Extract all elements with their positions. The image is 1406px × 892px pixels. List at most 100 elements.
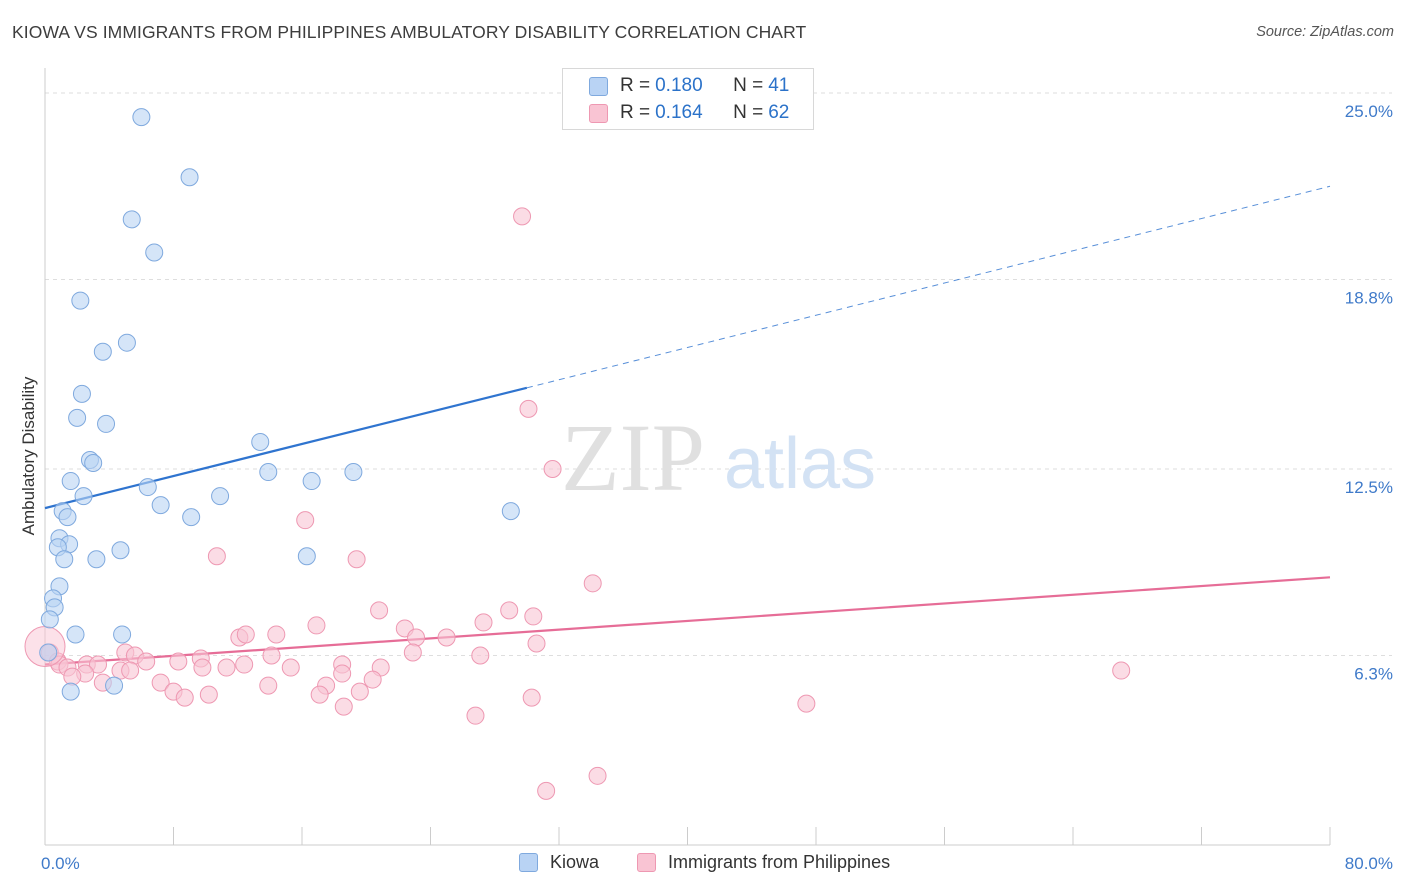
philippines-point bbox=[193, 658, 212, 677]
watermark-zip: ZIP bbox=[561, 404, 705, 511]
grid-lines bbox=[45, 92, 1392, 657]
legend-r-label: R = bbox=[620, 102, 651, 123]
philippines-point bbox=[527, 634, 546, 653]
kiowa-point bbox=[74, 487, 93, 506]
legend-n-value: 62 bbox=[768, 102, 790, 123]
kiowa-point bbox=[84, 454, 103, 473]
philippines-point bbox=[500, 601, 519, 620]
kiowa-point bbox=[72, 384, 91, 403]
kiowa-point bbox=[58, 508, 77, 527]
kiowa-point bbox=[71, 291, 90, 310]
philippines-point bbox=[363, 670, 382, 689]
kiowa-point bbox=[105, 676, 124, 695]
bottom-legend-label-kiowa: Kiowa bbox=[550, 852, 600, 872]
kiowa-point bbox=[138, 478, 157, 497]
philippines-point bbox=[89, 655, 108, 674]
philippines-point bbox=[797, 694, 816, 713]
tick-labels: 6.3% 12.5% 18.8% 25.0% 0.0% 80.0% bbox=[41, 102, 1393, 873]
y-tick-label: 18.8% bbox=[1345, 289, 1393, 308]
kiowa-point bbox=[111, 541, 130, 560]
philippines-point bbox=[403, 643, 422, 662]
kiowa-point bbox=[61, 472, 80, 491]
philippines-point bbox=[1112, 661, 1131, 680]
kiowa-point bbox=[40, 610, 59, 629]
kiowa-point bbox=[122, 210, 141, 229]
kiowa-point bbox=[182, 508, 201, 527]
philippines-point bbox=[333, 664, 352, 683]
chart-title: KIOWA VS IMMIGRANTS FROM PHILIPPINES AMB… bbox=[12, 22, 807, 42]
philippines-point bbox=[207, 547, 226, 566]
x-tick-label: 0.0% bbox=[41, 854, 80, 873]
kiowa-trend-line bbox=[44, 386, 528, 510]
kiowa-point bbox=[297, 547, 316, 566]
philippines-point bbox=[281, 658, 300, 677]
philippines-point bbox=[522, 688, 541, 707]
philippines-point bbox=[175, 688, 194, 707]
watermark: ZIP atlas bbox=[561, 404, 876, 511]
kiowa-point bbox=[302, 472, 321, 491]
philippines-point bbox=[519, 399, 538, 418]
philippines-point bbox=[588, 766, 607, 785]
philippines-point bbox=[334, 697, 353, 716]
legend-swatch-philippines bbox=[589, 103, 608, 123]
legend-r-value: 0.164 bbox=[655, 102, 703, 123]
philippines-trend-line bbox=[44, 576, 1331, 666]
philippines-point bbox=[296, 511, 315, 530]
philippines-point bbox=[543, 460, 562, 479]
philippines-point bbox=[537, 781, 556, 800]
philippines-point bbox=[471, 646, 490, 665]
y-tick-label: 6.3% bbox=[1354, 665, 1393, 684]
kiowa-point bbox=[251, 432, 270, 451]
legend-row-philippines: R = 0.164 N = 62 bbox=[589, 100, 789, 126]
philippines-point bbox=[583, 574, 602, 593]
philippines-point bbox=[235, 655, 254, 674]
philippines-point bbox=[151, 673, 170, 692]
legend-n-value: 41 bbox=[768, 75, 790, 96]
philippines-point bbox=[474, 613, 493, 632]
philippines-point bbox=[137, 652, 156, 671]
philippines-point bbox=[307, 616, 326, 635]
philippines-point bbox=[262, 646, 281, 665]
kiowa-point bbox=[97, 414, 116, 433]
legend-r-value: 0.180 bbox=[655, 75, 703, 96]
legend-row-kiowa: R = 0.180 N = 41 bbox=[589, 73, 789, 99]
kiowa-trend-extension bbox=[526, 185, 1331, 389]
kiowa-point bbox=[68, 408, 87, 427]
kiowa-point bbox=[211, 487, 230, 506]
philippines-point bbox=[513, 207, 532, 226]
y-tick-label: 12.5% bbox=[1345, 478, 1393, 497]
trend-lines bbox=[44, 185, 1331, 666]
kiowa-point bbox=[113, 625, 132, 644]
philippines-point bbox=[310, 685, 329, 704]
bottom-legend-swatch-philippines bbox=[637, 853, 656, 872]
y-axis-label: Ambulatory Disability bbox=[19, 376, 38, 535]
philippines-point bbox=[437, 628, 456, 647]
philippines-point bbox=[407, 628, 426, 647]
philippines-point bbox=[121, 661, 140, 680]
kiowa-point bbox=[61, 682, 80, 701]
philippines-point bbox=[347, 550, 366, 569]
bottom-legend-kiowa: Kiowa bbox=[519, 852, 599, 873]
kiowa-point bbox=[66, 625, 85, 644]
legend-r-label: R = bbox=[620, 75, 651, 96]
kiowa-point bbox=[145, 243, 164, 262]
legend: R = 0.180 N = 41 R = 0.164 N = 62 bbox=[562, 68, 814, 130]
kiowa-point bbox=[132, 108, 151, 127]
kiowa-point bbox=[501, 502, 520, 521]
philippines-point bbox=[350, 682, 369, 701]
kiowa-point bbox=[117, 333, 136, 352]
kiowa-point bbox=[151, 496, 170, 515]
bottom-legend-label-philippines: Immigrants from Philippines bbox=[668, 852, 891, 872]
kiowa-point bbox=[344, 463, 363, 482]
philippines-point bbox=[466, 706, 485, 725]
philippines-point bbox=[236, 625, 255, 644]
bottom-legend-swatch-kiowa bbox=[519, 853, 538, 872]
philippines-point bbox=[199, 685, 218, 704]
legend-swatch-kiowa bbox=[589, 76, 608, 96]
legend-n-label: N = bbox=[733, 75, 764, 96]
philippines-point bbox=[524, 607, 543, 626]
axes bbox=[44, 68, 1331, 846]
philippines-point bbox=[259, 676, 278, 695]
x-tick-label: 80.0% bbox=[1345, 854, 1393, 873]
y-tick-label: 25.0% bbox=[1345, 102, 1393, 121]
